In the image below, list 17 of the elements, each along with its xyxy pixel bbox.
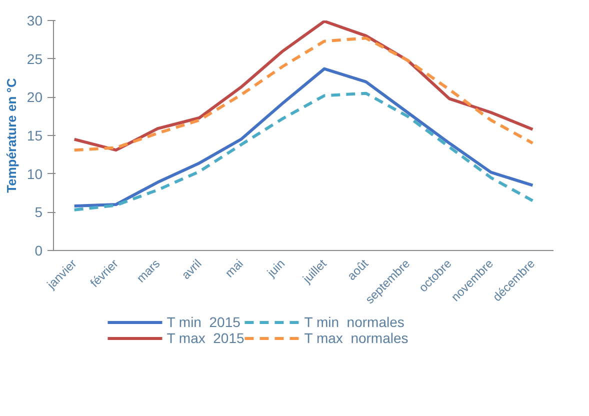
line-series [72, 92, 534, 212]
x-tick-label: juin [264, 256, 288, 280]
y-axis-title: Température en °C [4, 78, 19, 193]
x-tick-label: août [344, 256, 372, 283]
legend-label: T max normales [304, 330, 408, 346]
legend-label: T min 2015 [166, 314, 240, 330]
y-tick-label: 0 [34, 242, 43, 258]
x-tick-label: mai [222, 256, 246, 280]
y-tick-label: 25 [26, 50, 43, 67]
y-tick-label: 15 [26, 128, 43, 144]
legend-label: T min normales [304, 314, 404, 330]
y-tick-label: 20 [26, 89, 43, 106]
line-series [72, 67, 534, 208]
y-tick-label: 30 [26, 12, 43, 28]
y-tick-label: 10 [26, 166, 43, 182]
legend-label: T max 2015 [166, 330, 244, 346]
y-tick-label: 5 [34, 204, 43, 220]
